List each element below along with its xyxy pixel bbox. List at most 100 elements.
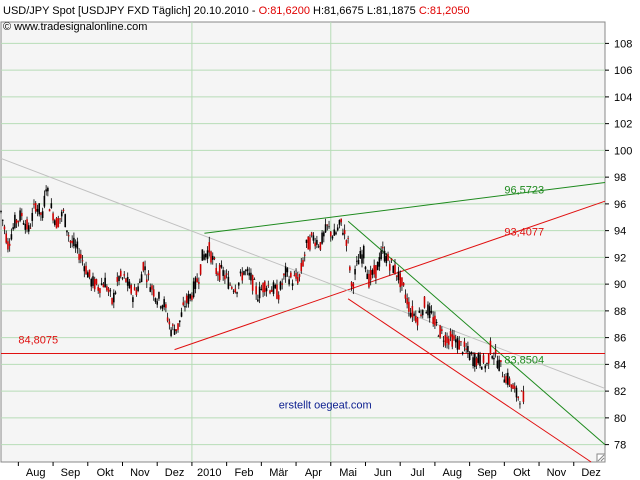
candle-body (415, 315, 417, 322)
candle-body (395, 275, 398, 277)
candle-body (7, 241, 9, 250)
candle-body (444, 334, 447, 346)
candle-body (163, 299, 165, 308)
header-close: C:81,2050 (419, 5, 470, 17)
candle-body (362, 245, 365, 259)
x-tick-label: Jul (411, 467, 425, 479)
candle-body (345, 240, 348, 246)
candle-body (300, 262, 303, 272)
candle-body (225, 273, 228, 275)
candle-body (104, 277, 106, 288)
candle-body (494, 349, 497, 354)
candle-body (199, 264, 202, 275)
candle-body (140, 274, 143, 283)
candle-body (305, 239, 308, 243)
candle-body (178, 320, 181, 323)
candle-body (0, 210, 2, 213)
y-tick-label: 86 (614, 333, 626, 345)
candle-body (5, 233, 8, 243)
candle-body (22, 223, 25, 225)
x-tick-label: Jun (374, 467, 392, 479)
candle-body (260, 288, 263, 290)
candle-body (309, 237, 311, 250)
candle-body (116, 277, 119, 282)
candle-body (132, 297, 134, 303)
candle-body (520, 390, 523, 392)
candle-body (432, 317, 434, 325)
price-series (0, 185, 525, 409)
candle-body (326, 224, 329, 226)
candle-body (500, 360, 502, 363)
candle-body (21, 212, 23, 217)
level-label: 83,8504 (504, 354, 544, 366)
candle-body (126, 277, 129, 286)
x-axis: Aug Sep Okt Nov Dez 2010 Feb Mär Apr Mai Jun Jul Aug… (17, 462, 601, 479)
candle-body (279, 281, 282, 290)
candle-body (284, 266, 287, 278)
resize-handle[interactable] (596, 453, 606, 463)
candle-body (361, 254, 363, 264)
candle-body (19, 210, 21, 221)
candle-body (404, 294, 407, 299)
candle-body (224, 275, 226, 280)
candle-body (38, 203, 40, 215)
candle-body (286, 268, 289, 273)
candle-body (399, 273, 401, 288)
candle-body (189, 294, 191, 299)
candle-body (86, 272, 89, 278)
candle-body (161, 305, 164, 309)
candle-body (321, 232, 323, 244)
candle-body (420, 314, 422, 317)
candle-body (40, 212, 42, 215)
candle-body (12, 227, 14, 230)
candle-body (99, 288, 101, 294)
candle-body (8, 243, 11, 246)
candle-body (180, 312, 183, 317)
candle-body (33, 203, 35, 205)
candle-body (246, 268, 249, 272)
candle-body (447, 338, 450, 345)
candle-body (229, 284, 231, 286)
candle-body (48, 209, 51, 212)
candle-body (251, 275, 254, 291)
candle-body (227, 276, 230, 289)
candle-body (296, 277, 299, 284)
candle-body (231, 287, 233, 289)
plot-area (0, 21, 606, 463)
candle-body (454, 339, 457, 343)
candle-body (387, 253, 389, 261)
candle-body (402, 282, 405, 286)
candle-body (187, 294, 190, 305)
candle-body (130, 284, 132, 294)
candle-body (288, 279, 290, 285)
candle-body (427, 304, 429, 316)
candle-body (41, 211, 44, 218)
candle-body (442, 340, 445, 342)
candle-body (281, 283, 283, 285)
y-tick-label: 98 (614, 172, 626, 184)
candle-body (211, 255, 214, 260)
candle-body (418, 310, 421, 313)
candle-body (128, 281, 131, 289)
level-label: 84,8075 (18, 334, 58, 346)
candle-body (100, 283, 103, 285)
trend-line-green-down (347, 220, 606, 445)
candle-body (208, 242, 211, 253)
header-high-low: H:81,6675 L:81,1875 (310, 5, 419, 17)
level-label: 96,5723 (504, 184, 544, 196)
candle-body (107, 288, 110, 293)
candle-body (139, 281, 141, 283)
candle-body (480, 366, 483, 370)
candle-body (119, 270, 122, 277)
candle-body (507, 372, 509, 385)
candle-body (90, 278, 93, 287)
candle-body (81, 260, 84, 262)
candle-body (67, 235, 70, 237)
candle-body (71, 240, 73, 244)
candle-body (244, 270, 247, 272)
level-labels: 96,5723 93,4077 84,8075 83,8504 (18, 184, 544, 366)
candle-body (409, 312, 412, 317)
candle-body (390, 258, 393, 261)
